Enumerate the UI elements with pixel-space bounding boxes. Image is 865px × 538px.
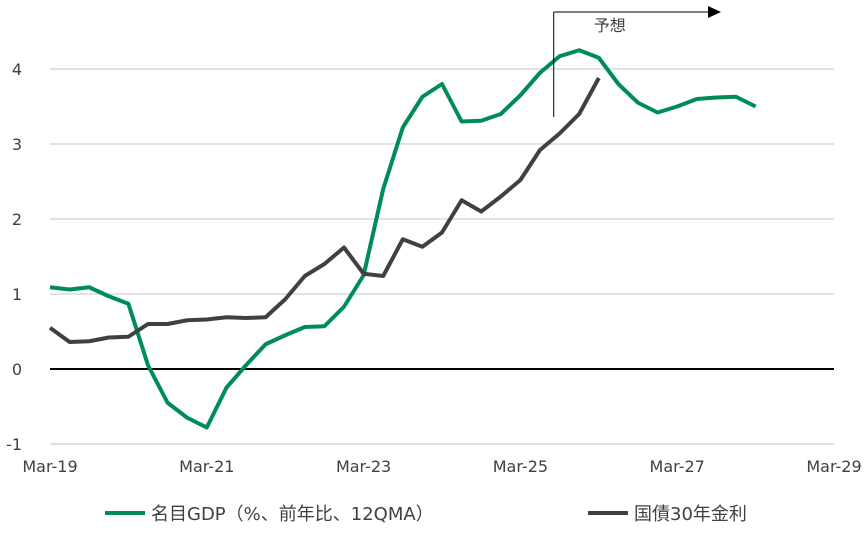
x-tick-label: Mar-21 [179,457,234,476]
y-tick-label: 2 [12,210,22,229]
legend-item-nominal-gdp: 名目GDP（%、前年比、12QMA） [105,500,434,526]
x-tick-label: Mar-25 [493,457,548,476]
x-tick-label: Mar-27 [650,457,705,476]
x-tick-label: Mar-19 [22,457,77,476]
y-tick-label: 0 [12,360,22,379]
y-tick-label: 3 [12,135,22,154]
series-line-0 [49,48,757,430]
legend-swatch [105,511,145,515]
legend-item-jgb30: 国債30年金利 [588,500,747,526]
x-tick-label: Mar-29 [806,457,861,476]
legend-swatch [588,511,628,515]
forecast-label: 予想 [594,16,626,35]
series-line-1 [48,77,601,344]
y-tick-label: 4 [12,60,22,79]
legend-label: 国債30年金利 [634,504,747,525]
x-tick-label: Mar-23 [336,457,391,476]
y-tick-label: 1 [12,285,22,304]
legend-label: 名目GDP（%、前年比、12QMA） [151,504,434,525]
forecast-arrow-head [708,6,721,18]
y-tick-label: -1 [6,435,22,454]
